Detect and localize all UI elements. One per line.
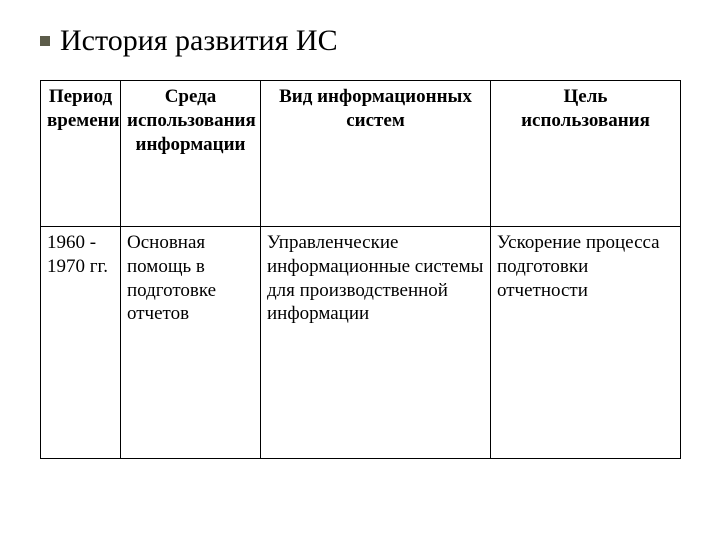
table-header-row: Период времени Среда использования инфор… <box>41 81 681 227</box>
cell-environment: Основная помощь в подготовке отчетов <box>121 227 261 459</box>
cell-period: 1960 - 1970 гг. <box>41 227 121 459</box>
title-text: История развития ИС <box>60 24 338 57</box>
col-header-goal: Цель использования <box>491 81 681 227</box>
col-header-type: Вид информационных систем <box>261 81 491 227</box>
page-title: История развития ИС <box>40 24 688 58</box>
title-bullet <box>40 36 50 46</box>
col-header-period: Период времени <box>41 81 121 227</box>
cell-type: Управленческие информационные системы дл… <box>261 227 491 459</box>
table-row: 1960 - 1970 гг. Основная помощь в подгот… <box>41 227 681 459</box>
cell-goal: Ускорение процесса подготовки отчетности <box>491 227 681 459</box>
col-header-environment: Среда использования информации <box>121 81 261 227</box>
history-table: Период времени Среда использования инфор… <box>40 80 681 459</box>
